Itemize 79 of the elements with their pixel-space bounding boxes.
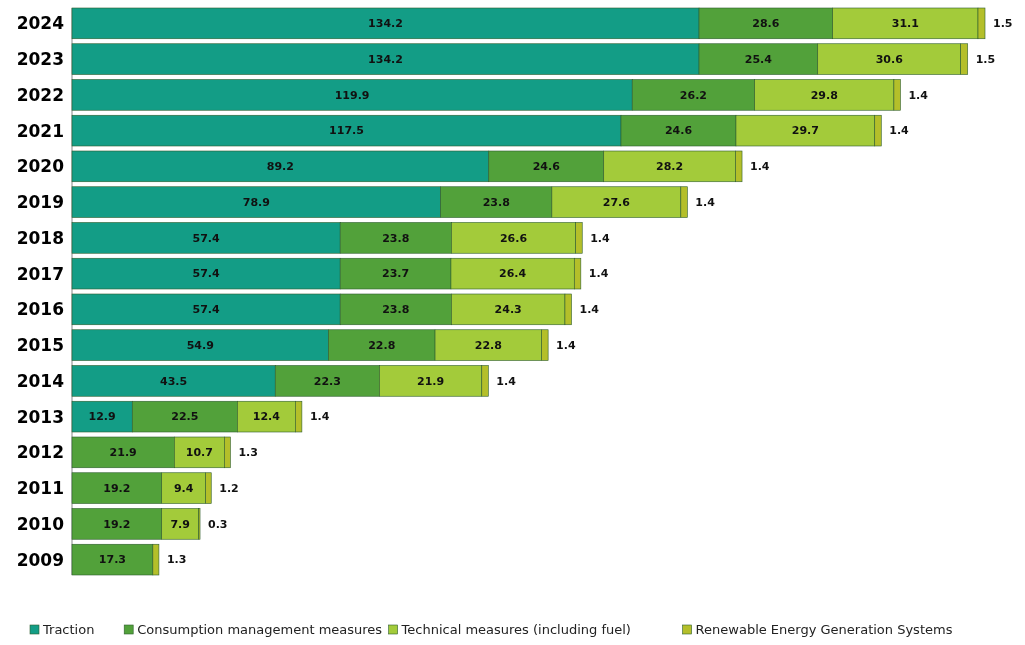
y-tick-label: 2024: [16, 13, 65, 34]
y-tick-label: 2020: [16, 156, 65, 177]
data-label: 23.8: [482, 195, 510, 209]
data-label: 1.4: [590, 231, 611, 245]
data-label: 19.2: [103, 517, 131, 531]
data-label: 117.5: [329, 124, 364, 138]
legend-label: Traction: [42, 622, 95, 638]
data-label: 57.4: [192, 231, 221, 245]
data-label: 1.4: [496, 374, 517, 388]
data-label: 57.4: [192, 303, 221, 317]
data-label: 134.2: [368, 52, 403, 66]
data-label: 1.4: [588, 267, 609, 281]
data-label: 29.7: [791, 124, 819, 138]
data-label: 134.2: [368, 17, 403, 31]
y-tick-label: 2021: [16, 120, 64, 141]
y-tick-label: 2013: [16, 406, 64, 427]
data-label: 57.4: [192, 267, 221, 281]
data-label: 89.2: [266, 160, 294, 174]
data-label: 23.8: [382, 303, 410, 317]
data-label: 29.8: [810, 88, 838, 102]
data-label: 22.8: [368, 338, 396, 352]
data-label: 1.4: [556, 338, 576, 352]
data-label: 31.1: [891, 17, 919, 31]
data-label: 24.6: [664, 124, 693, 138]
y-tick-label: 2022: [16, 84, 64, 105]
data-label: 23.7: [382, 267, 410, 281]
legend-label: Technical measures (including fuel): [400, 622, 631, 638]
data-label: 9.4: [173, 481, 194, 495]
y-tick-label: 2019: [16, 192, 64, 213]
data-label: 1.4: [750, 160, 770, 174]
data-label: 10.7: [185, 446, 213, 460]
data-label: 24.3: [494, 303, 522, 317]
data-label: 24.6: [532, 160, 561, 174]
data-label: 1.5: [975, 52, 996, 66]
data-label: 78.9: [242, 195, 270, 209]
y-tick-label: 2017: [16, 263, 64, 284]
data-label: 43.5: [160, 374, 188, 388]
data-label: 1.3: [166, 553, 187, 567]
data-label: 25.4: [744, 52, 773, 66]
data-label: 12.4: [252, 410, 281, 424]
data-label: 28.6: [752, 17, 780, 31]
data-label: 1.5: [993, 17, 1013, 31]
data-label: 27.6: [602, 195, 631, 209]
y-tick-label: 2016: [16, 299, 64, 320]
data-label: 21.9: [417, 374, 445, 388]
legend-label: Consumption management measures: [137, 622, 383, 638]
data-label: 28.2: [656, 160, 684, 174]
data-label: 0.3: [208, 517, 228, 531]
data-label: 54.9: [186, 338, 214, 352]
y-tick-label: 2018: [16, 227, 64, 248]
data-label: 1.4: [309, 410, 330, 424]
data-label: 23.8: [382, 231, 410, 245]
data-label: 26.6: [499, 231, 528, 245]
data-label: 119.9: [334, 88, 370, 102]
data-label: 26.2: [679, 88, 708, 102]
data-label: 1.4: [579, 303, 600, 317]
data-label: 22.5: [171, 410, 199, 424]
data-label: 21.9: [109, 446, 137, 460]
data-label: 1.2: [219, 481, 239, 495]
y-tick-label: 2012: [16, 442, 64, 463]
y-tick-label: 2023: [16, 49, 64, 70]
y-tick-label: 2015: [16, 335, 64, 356]
data-label: 1.4: [908, 88, 929, 102]
y-tick-label: 2010: [16, 513, 65, 534]
data-label: 19.2: [103, 481, 131, 495]
y-tick-label: 2011: [16, 478, 64, 499]
data-label: 22.3: [313, 374, 341, 388]
y-tick-label: 2009: [16, 549, 64, 570]
data-label: 1.4: [695, 195, 716, 209]
data-label: 26.4: [499, 267, 527, 281]
y-tick-label: 2014: [16, 370, 65, 391]
data-label: 22.8: [474, 338, 502, 352]
data-label: 12.9: [88, 410, 116, 424]
data-label: 1.4: [889, 124, 910, 138]
legend-label: Renewable Energy Generation Systems: [695, 622, 953, 638]
data-label: 7.9: [170, 517, 190, 531]
data-label: 17.3: [98, 553, 126, 567]
data-label: 1.3: [238, 446, 258, 460]
data-label: 30.6: [875, 52, 904, 66]
